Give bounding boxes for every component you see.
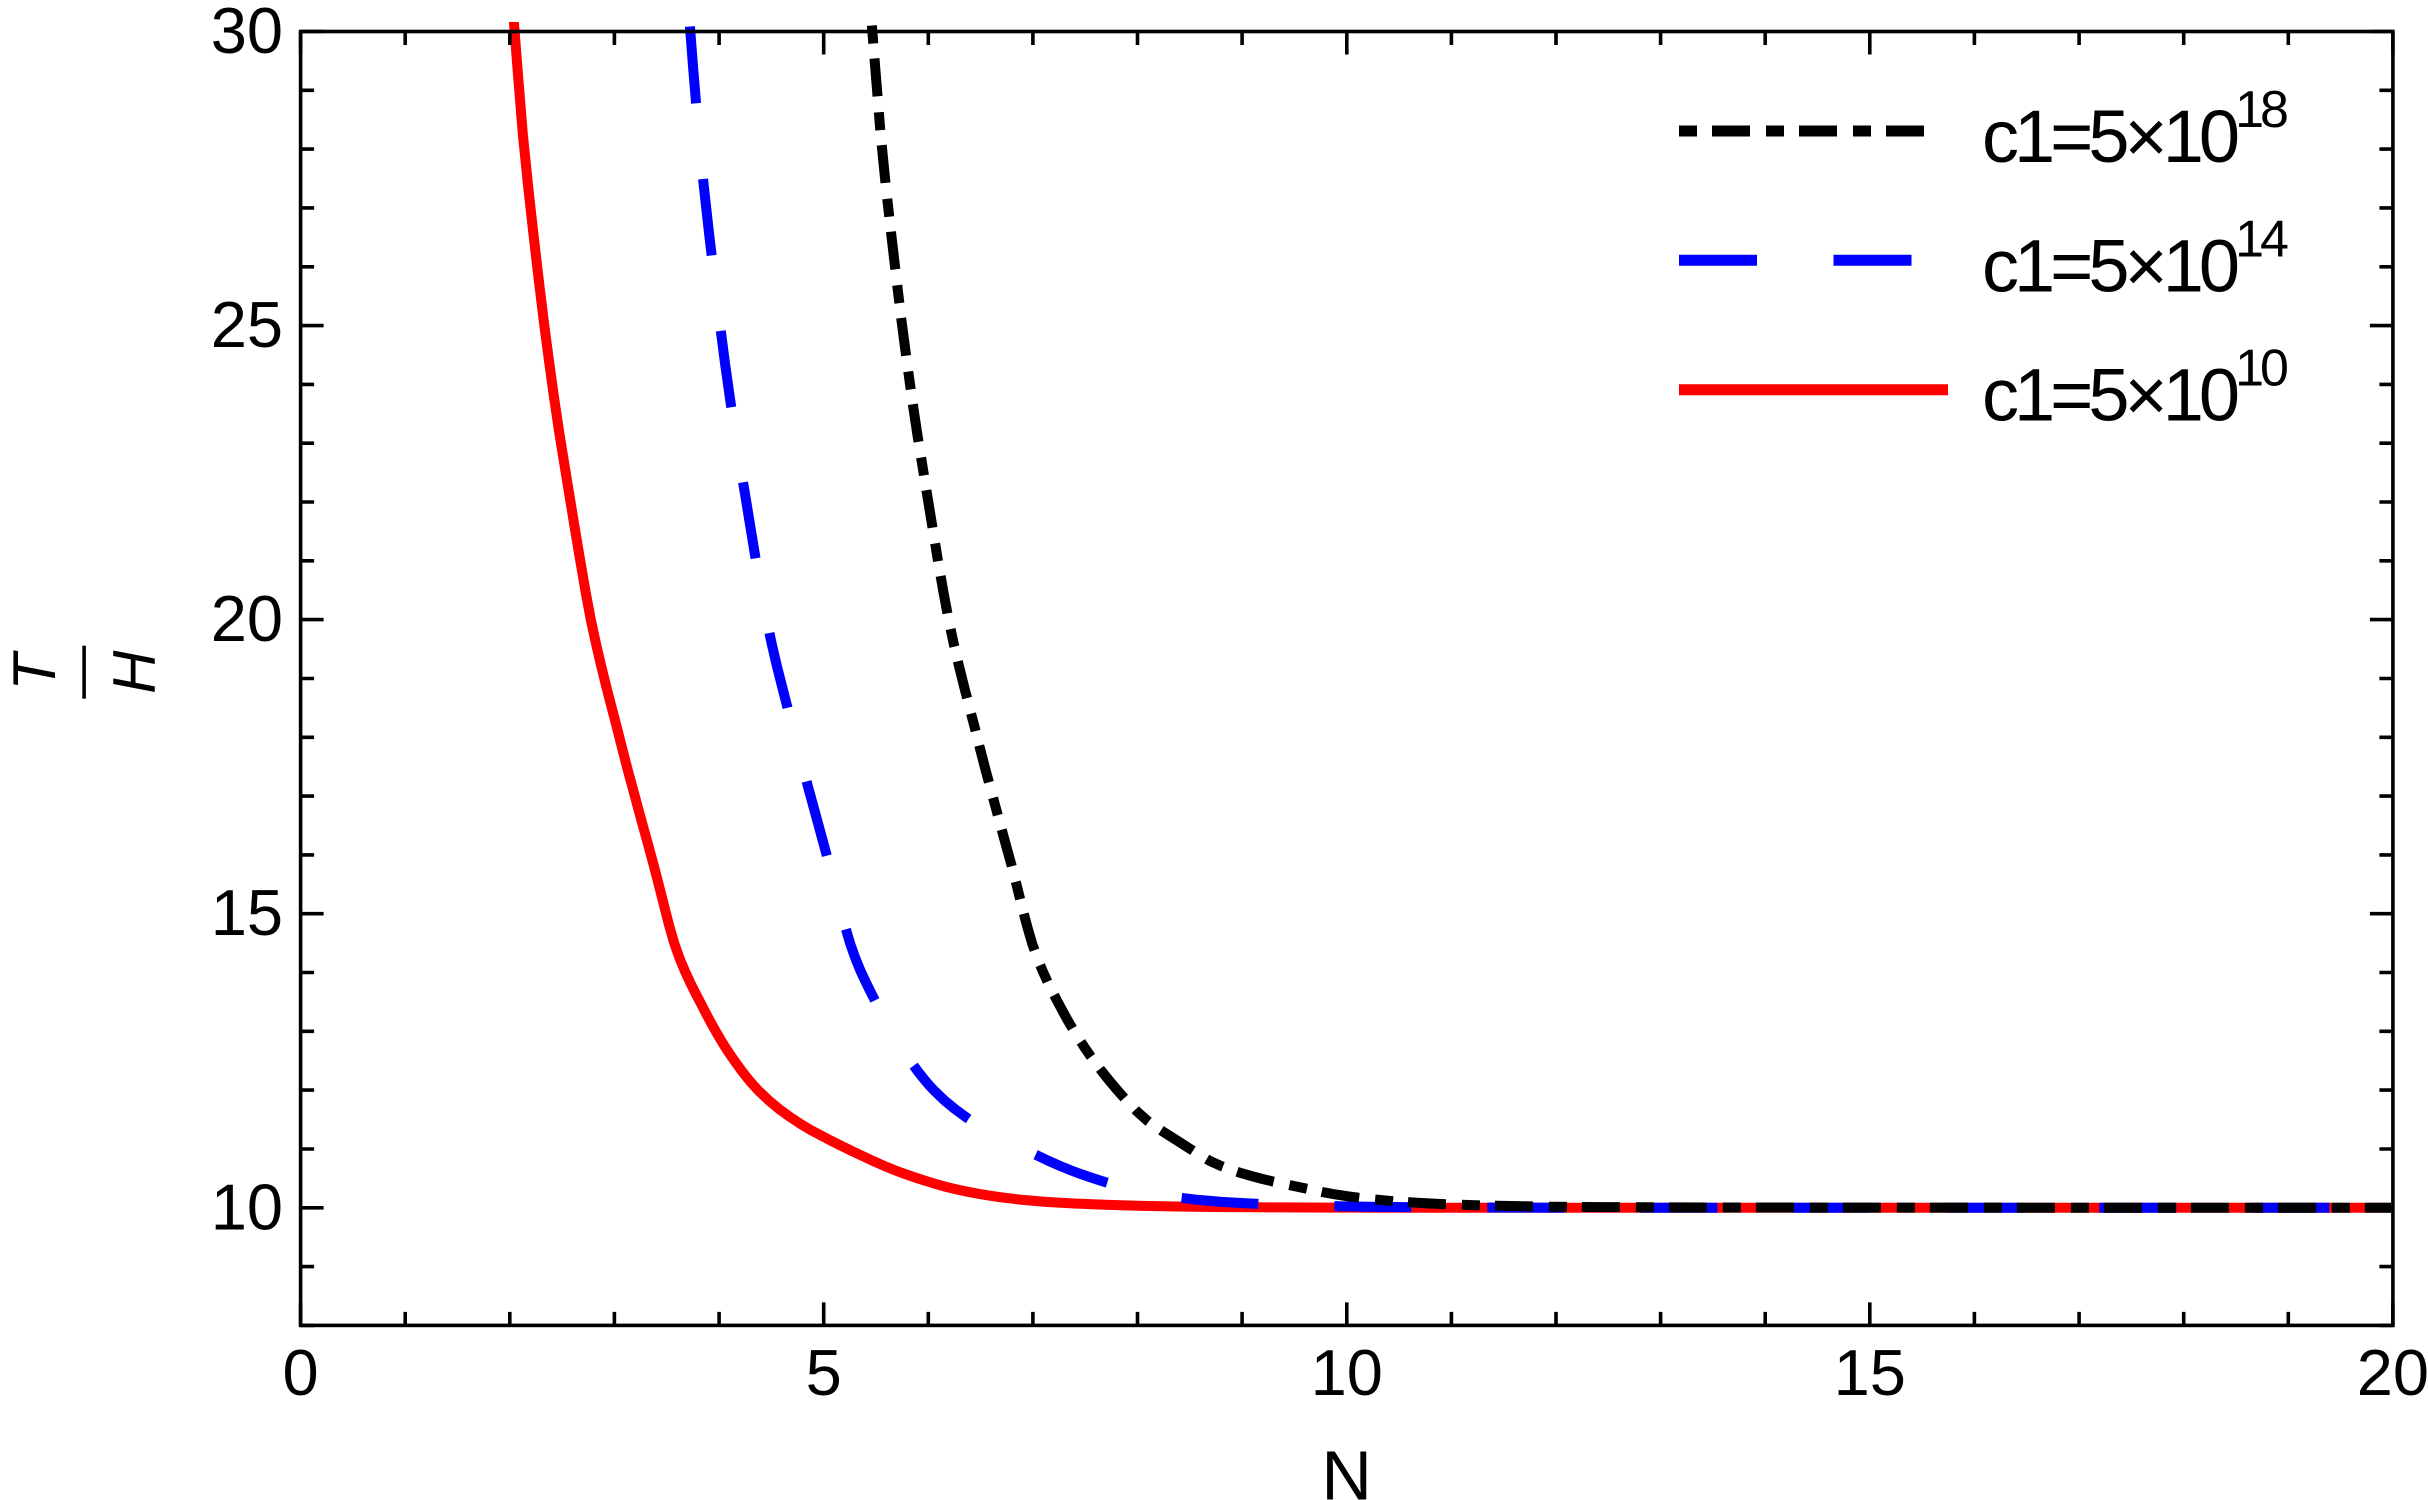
svg-text:0: 0	[283, 1336, 319, 1409]
svg-text:20: 20	[211, 582, 283, 655]
svg-text:15: 15	[1834, 1336, 1906, 1409]
svg-text:T: T	[1, 650, 68, 691]
svg-text:25: 25	[211, 288, 283, 361]
svg-text:20: 20	[2357, 1336, 2428, 1409]
svg-text:30: 30	[211, 0, 283, 67]
svg-text:c1=5×1010: c1=5×1010	[1982, 340, 2287, 437]
svg-text:N: N	[1321, 1437, 1372, 1500]
svg-text:c1=5×1018: c1=5×1018	[1982, 81, 2287, 178]
svg-text:10: 10	[211, 1170, 283, 1243]
svg-text:c1=5×1014: c1=5×1014	[1982, 210, 2288, 307]
svg-text:H: H	[101, 650, 168, 694]
svg-text:5: 5	[806, 1336, 842, 1409]
svg-text:10: 10	[1311, 1336, 1383, 1409]
svg-text:15: 15	[211, 876, 283, 949]
